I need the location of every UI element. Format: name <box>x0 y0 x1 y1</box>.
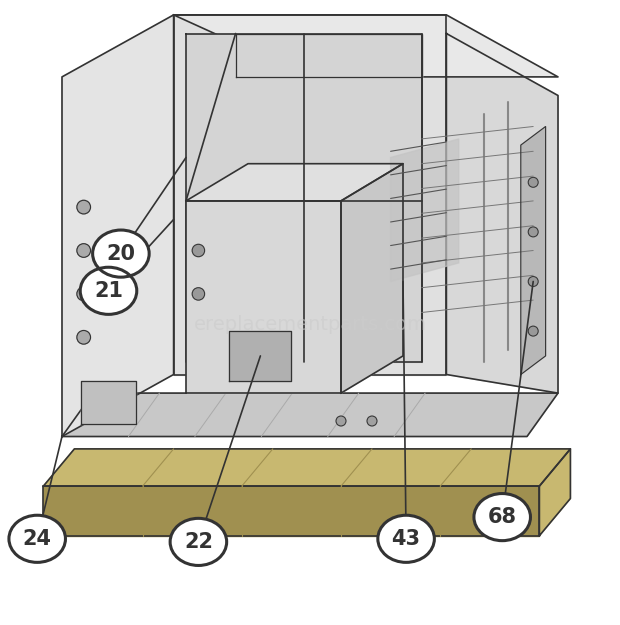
Text: ereplacementparts.com: ereplacementparts.com <box>193 316 427 334</box>
Polygon shape <box>186 164 403 201</box>
Polygon shape <box>62 15 174 436</box>
Polygon shape <box>521 126 546 374</box>
Text: 43: 43 <box>392 529 420 549</box>
Circle shape <box>192 244 205 257</box>
Circle shape <box>77 331 91 344</box>
Circle shape <box>77 244 91 258</box>
Polygon shape <box>391 139 459 281</box>
Ellipse shape <box>80 268 137 314</box>
Text: 20: 20 <box>107 244 135 264</box>
Polygon shape <box>174 15 558 77</box>
Ellipse shape <box>9 515 66 562</box>
Ellipse shape <box>378 515 435 562</box>
Ellipse shape <box>474 494 531 541</box>
Ellipse shape <box>92 230 149 277</box>
Circle shape <box>528 177 538 187</box>
Polygon shape <box>539 449 570 536</box>
Polygon shape <box>81 381 136 424</box>
Ellipse shape <box>170 518 227 566</box>
Text: 68: 68 <box>488 507 516 527</box>
Circle shape <box>528 326 538 336</box>
Polygon shape <box>62 393 558 436</box>
Polygon shape <box>43 486 539 536</box>
Circle shape <box>192 288 205 300</box>
Polygon shape <box>341 164 403 393</box>
Polygon shape <box>236 34 422 77</box>
Circle shape <box>336 416 346 426</box>
Circle shape <box>77 200 91 214</box>
Polygon shape <box>43 449 570 486</box>
Polygon shape <box>186 201 341 393</box>
Text: 21: 21 <box>94 281 123 301</box>
Polygon shape <box>174 15 446 374</box>
Circle shape <box>367 416 377 426</box>
Text: 24: 24 <box>23 529 51 549</box>
Polygon shape <box>229 331 291 381</box>
Text: 22: 22 <box>184 532 213 552</box>
Circle shape <box>77 287 91 301</box>
Circle shape <box>528 227 538 237</box>
Polygon shape <box>446 34 558 393</box>
Polygon shape <box>186 34 422 362</box>
Circle shape <box>528 276 538 286</box>
